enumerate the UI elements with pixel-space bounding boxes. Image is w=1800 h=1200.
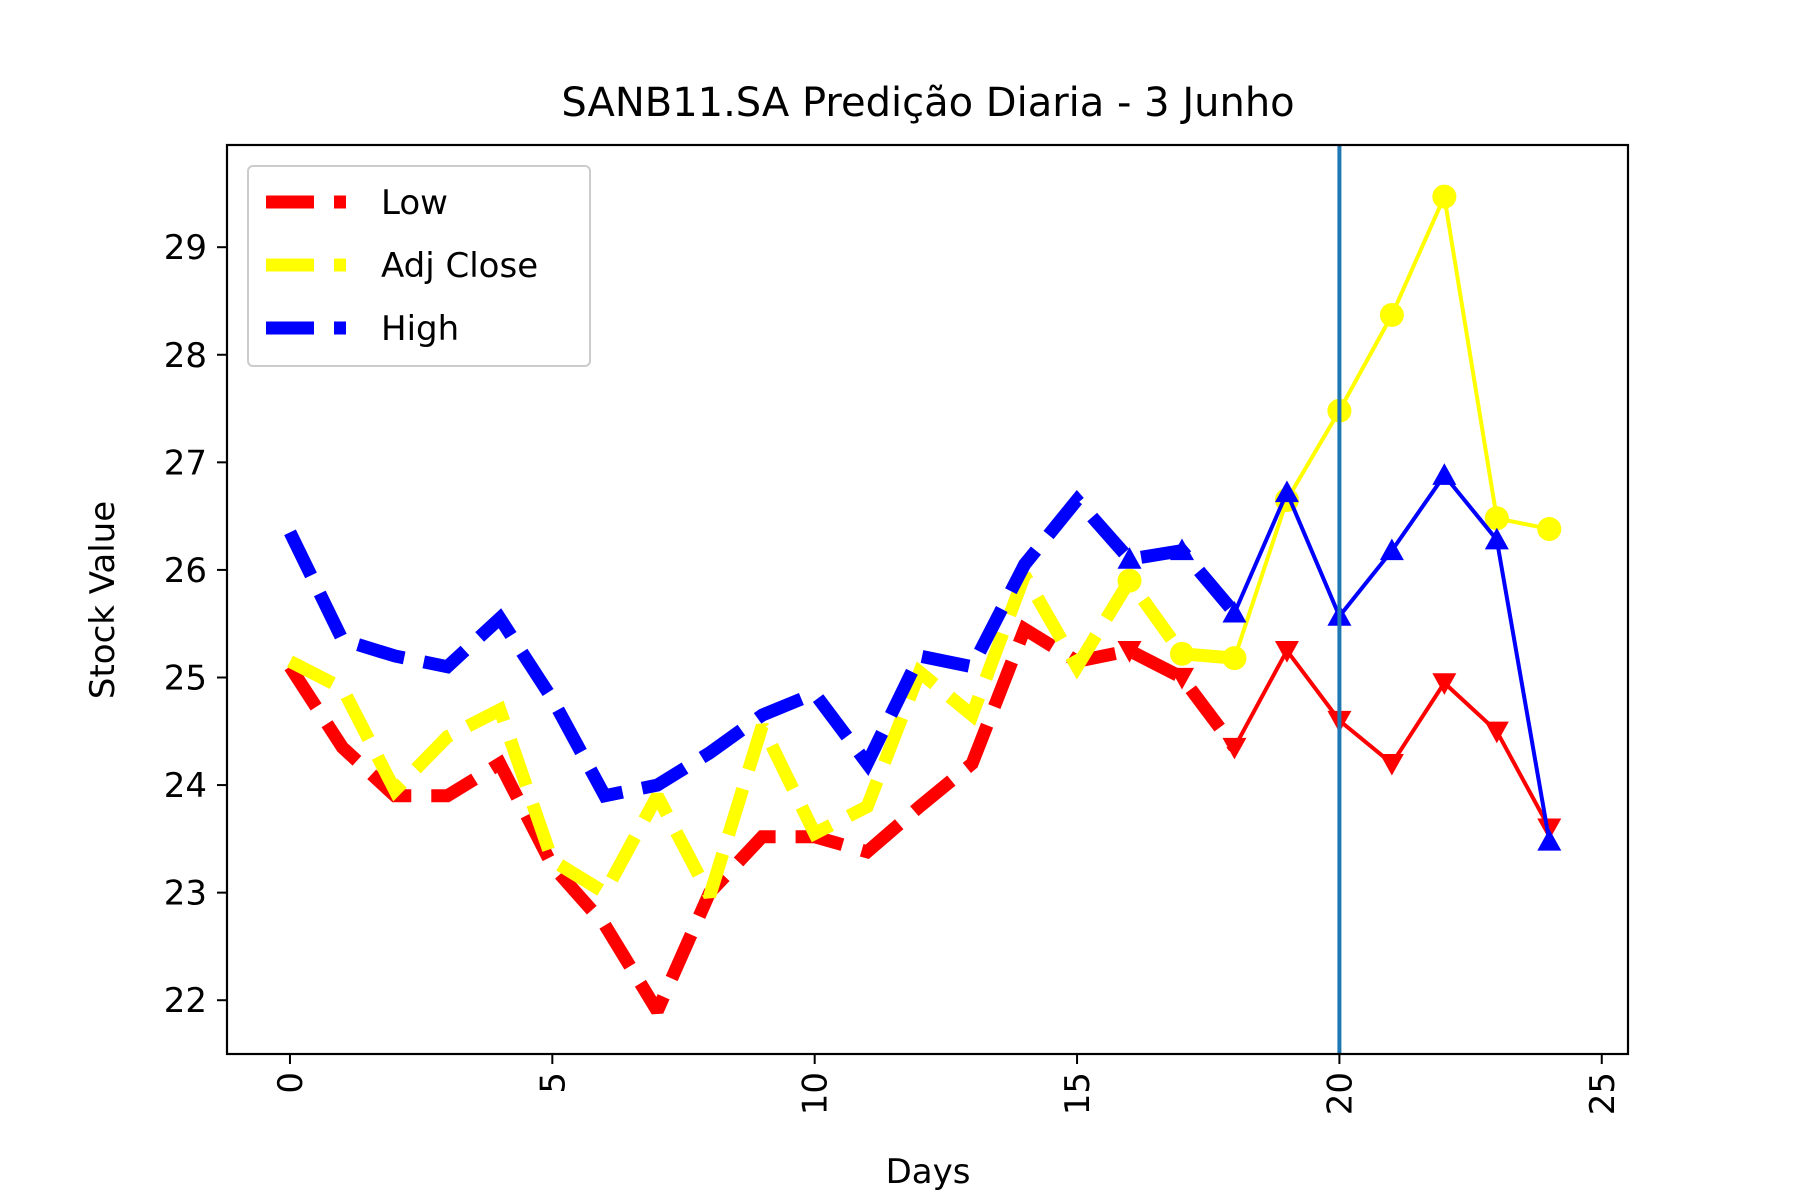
- y-tick-label: 23: [164, 874, 207, 914]
- high-marker: [1117, 547, 1142, 569]
- low-historical-line: [284, 619, 1240, 1015]
- axes-box: [225, 143, 1630, 1056]
- plot-area: [284, 145, 1562, 1054]
- low-marker: [1432, 673, 1457, 695]
- low-forecast-line: [1232, 648, 1552, 830]
- adj-close-marker: [1379, 302, 1404, 327]
- x-tick-label: 5: [533, 1072, 573, 1094]
- y-tick-label: 26: [164, 551, 207, 591]
- legend: Low Adj Close High: [247, 165, 591, 367]
- adj-close-forecast-line: [1232, 194, 1550, 659]
- legend-label: High: [381, 309, 459, 349]
- high-marker: [1379, 538, 1404, 561]
- adj-close-historical-line: [287, 568, 1236, 902]
- low-marker: [1274, 640, 1299, 663]
- high-marker: [1537, 829, 1562, 851]
- y-tick-label: 27: [164, 443, 207, 483]
- y-tick-label: 25: [164, 658, 207, 698]
- adj-close-marker: [1117, 568, 1142, 593]
- high-historical-line: [284, 489, 1240, 804]
- adj-close-marker: [1169, 641, 1194, 666]
- x-tick-label: 25: [1583, 1072, 1623, 1115]
- low-marker: [1484, 721, 1509, 744]
- x-tick-label: 15: [1058, 1072, 1098, 1115]
- low-marker: [1117, 640, 1142, 663]
- x-tick-label: 20: [1320, 1072, 1360, 1115]
- y-axis-label: Stock Value: [83, 501, 123, 699]
- legend-label: Adj Close: [381, 246, 538, 286]
- low-marker: [1222, 737, 1247, 760]
- y-tick-label: 29: [164, 228, 207, 268]
- legend-box: [247, 165, 591, 367]
- adj-close-marker: [1537, 517, 1562, 542]
- axes-frame: 0 5 10 15 20 25 22 23 24 25 26 27 28 29: [164, 143, 1630, 1115]
- adj-close-marker: [1484, 506, 1509, 531]
- high-marker: [1222, 600, 1247, 623]
- x-tick-label: 0: [271, 1072, 311, 1094]
- low-marker: [1169, 667, 1194, 690]
- y-tick-label: 28: [164, 336, 207, 376]
- low-marker: [1379, 753, 1404, 776]
- chart-title: SANB11.SA Predição Diaria - 3 Junho: [561, 80, 1294, 126]
- adj-close-marker: [1432, 184, 1457, 209]
- y-tick-label: 24: [164, 766, 207, 806]
- x-axis-label: Days: [886, 1152, 971, 1192]
- high-marker: [1169, 538, 1194, 561]
- high-marker: [1432, 463, 1457, 485]
- high-marker: [1274, 480, 1299, 503]
- y-tick-label: 22: [164, 981, 207, 1021]
- adj-close-marker: [1222, 646, 1247, 671]
- high-marker: [1484, 527, 1509, 550]
- x-tick-label: 10: [796, 1072, 836, 1115]
- legend-label: Low: [381, 183, 448, 223]
